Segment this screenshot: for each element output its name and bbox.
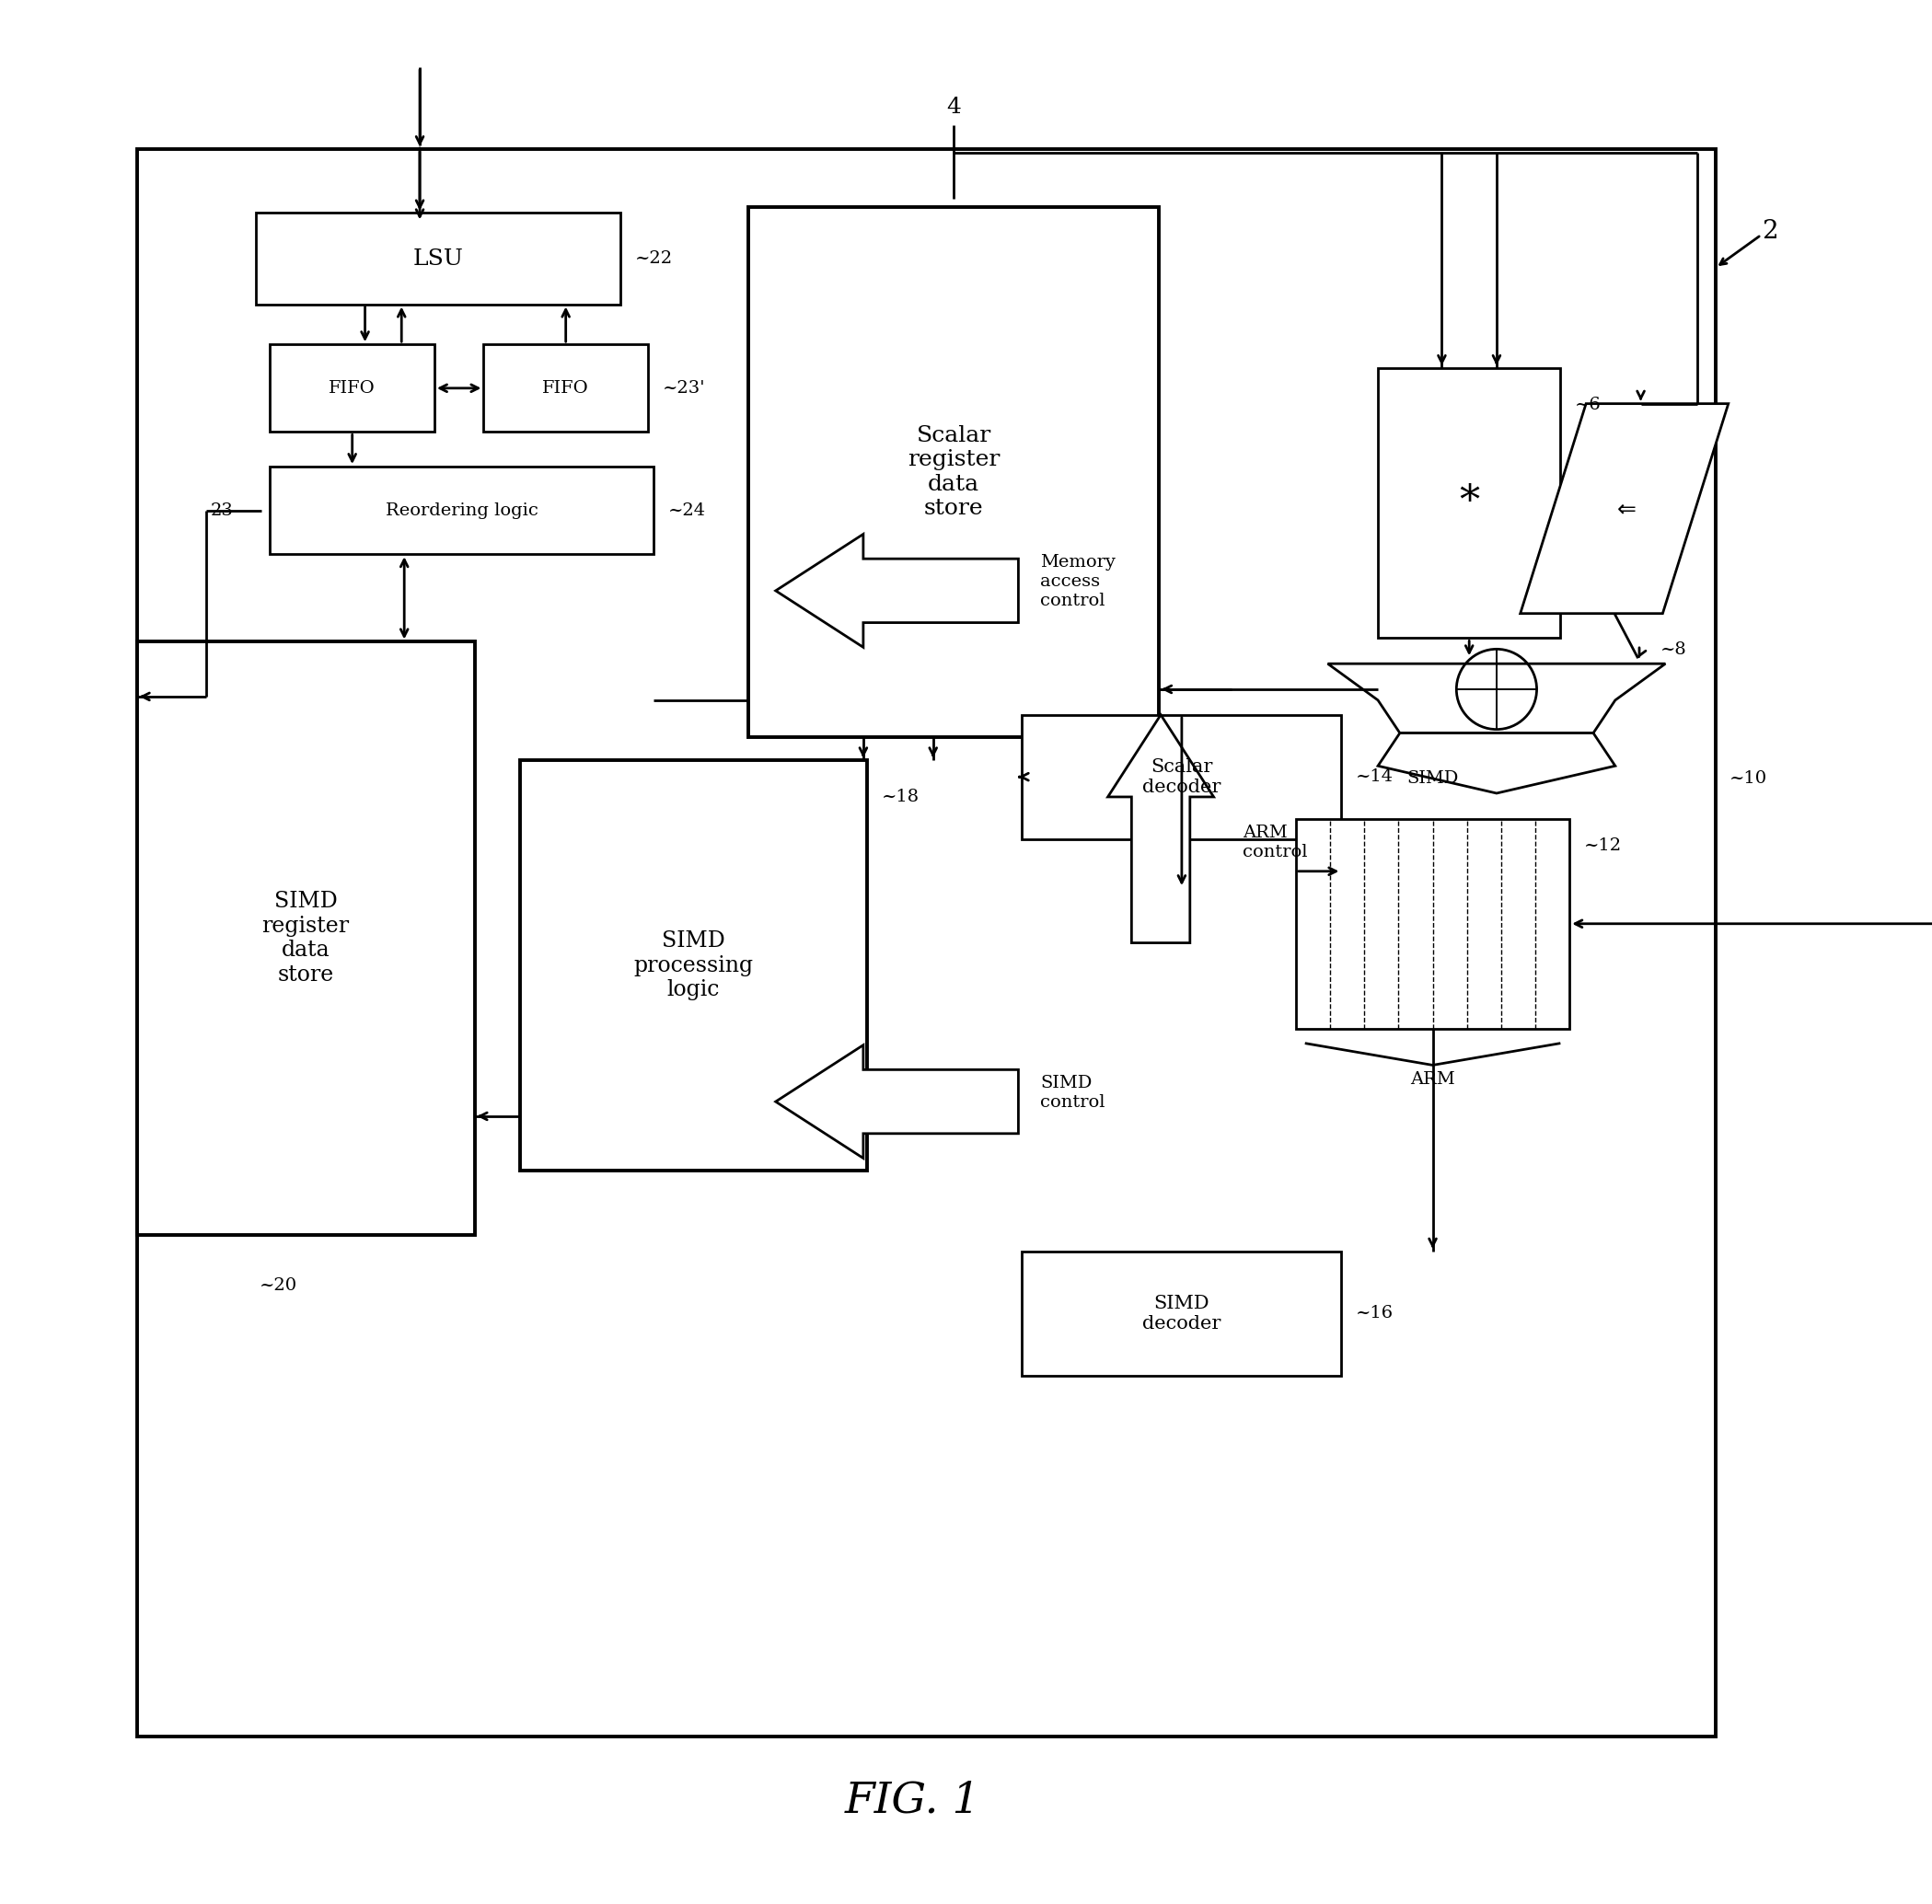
Polygon shape — [775, 535, 1018, 647]
Text: ~18: ~18 — [881, 788, 920, 805]
Bar — [1022, 1251, 1341, 1375]
Text: ~14: ~14 — [1356, 769, 1393, 784]
Bar — [1296, 819, 1569, 1028]
Polygon shape — [775, 1045, 1018, 1158]
Text: *: * — [1459, 484, 1480, 524]
Polygon shape — [1107, 714, 1213, 942]
Polygon shape — [1378, 733, 1615, 794]
Polygon shape — [1520, 404, 1729, 613]
Bar — [520, 760, 867, 1171]
Text: Memory
access
control: Memory access control — [1039, 554, 1115, 609]
Text: Scalar
decoder: Scalar decoder — [1142, 758, 1221, 796]
Bar — [137, 642, 475, 1236]
Text: Reordering logic: Reordering logic — [384, 503, 539, 518]
Text: FIG. 1: FIG. 1 — [844, 1780, 980, 1822]
Text: ~24: ~24 — [668, 503, 705, 518]
Text: LSU: LSU — [413, 248, 464, 268]
Text: SIMD
control: SIMD control — [1039, 1074, 1105, 1110]
Text: FIFO: FIFO — [328, 381, 375, 396]
Text: SIMD
register
data
store: SIMD register data store — [263, 891, 350, 986]
Text: 4: 4 — [947, 97, 960, 118]
Polygon shape — [1327, 664, 1665, 733]
Text: ARM: ARM — [1410, 1072, 1455, 1087]
Bar — [270, 345, 435, 432]
Text: ARM
control: ARM control — [1242, 824, 1308, 861]
Text: SIMD
decoder: SIMD decoder — [1142, 1295, 1221, 1333]
Bar — [270, 466, 653, 554]
Text: 2: 2 — [1762, 219, 1779, 244]
Bar — [255, 213, 620, 305]
Text: ~16: ~16 — [1356, 1304, 1393, 1321]
Text: 23: 23 — [211, 503, 234, 518]
Text: $\Leftarrow$: $\Leftarrow$ — [1611, 499, 1636, 520]
Text: ~12: ~12 — [1584, 838, 1623, 855]
Text: ~10: ~10 — [1729, 771, 1768, 786]
Text: FIFO: FIFO — [543, 381, 589, 396]
Text: ~8: ~8 — [1660, 642, 1687, 659]
Text: ~22: ~22 — [636, 249, 672, 267]
Text: SIMD: SIMD — [1406, 771, 1459, 786]
Text: ~20: ~20 — [259, 1278, 298, 1295]
Text: ~6: ~6 — [1575, 396, 1602, 413]
Bar — [483, 345, 647, 432]
Text: Scalar
register
data
store: Scalar register data store — [908, 425, 999, 520]
Bar — [748, 208, 1159, 737]
Bar — [1378, 367, 1561, 638]
Text: SIMD
processing
logic: SIMD processing logic — [634, 931, 753, 1002]
Bar — [137, 149, 1716, 1736]
Text: ~23': ~23' — [663, 381, 705, 396]
Bar — [1022, 714, 1341, 840]
